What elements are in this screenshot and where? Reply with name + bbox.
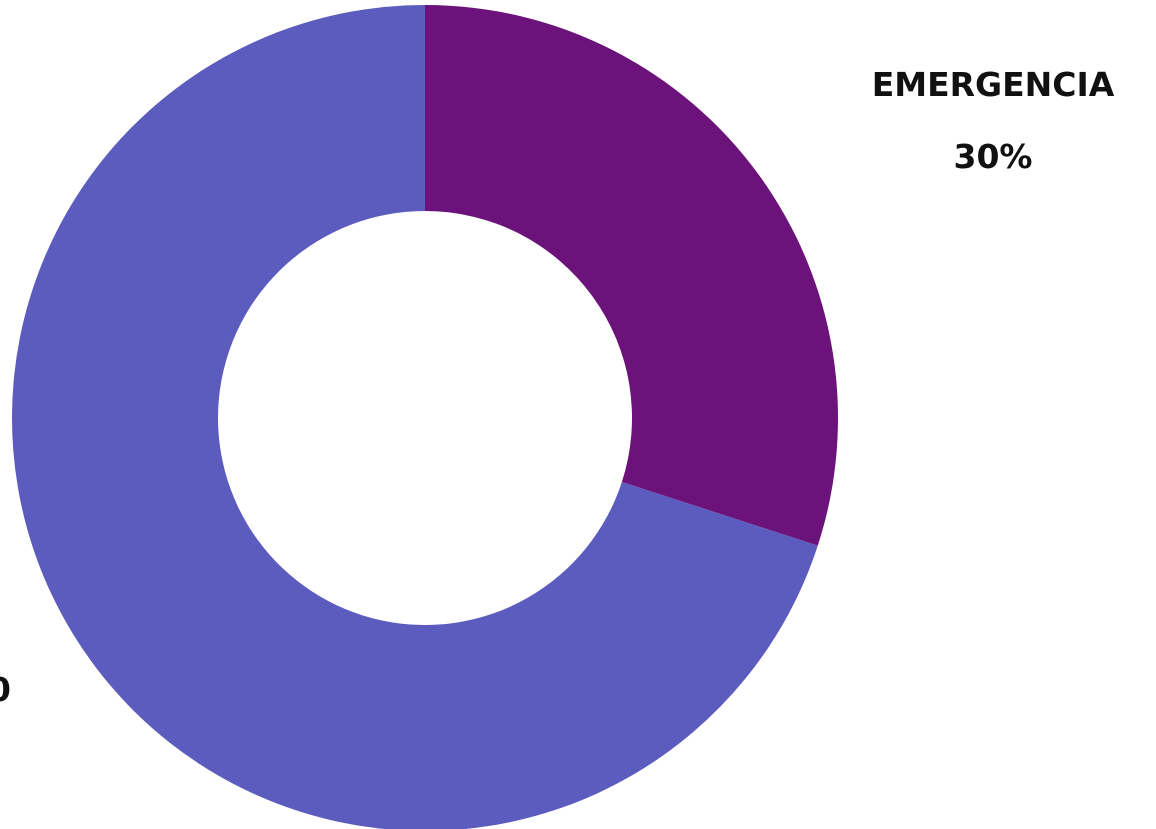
- donut-slice-other-1: [12, 5, 818, 829]
- donut-slices: [12, 5, 839, 829]
- slice-label-other-cropped: 0: [0, 670, 11, 709]
- donut-slice-emergencia: [425, 5, 839, 546]
- slice-label-emergencia-name: EMERGENCIA: [872, 65, 1115, 104]
- slice-label-emergencia-value: 30%: [954, 137, 1033, 176]
